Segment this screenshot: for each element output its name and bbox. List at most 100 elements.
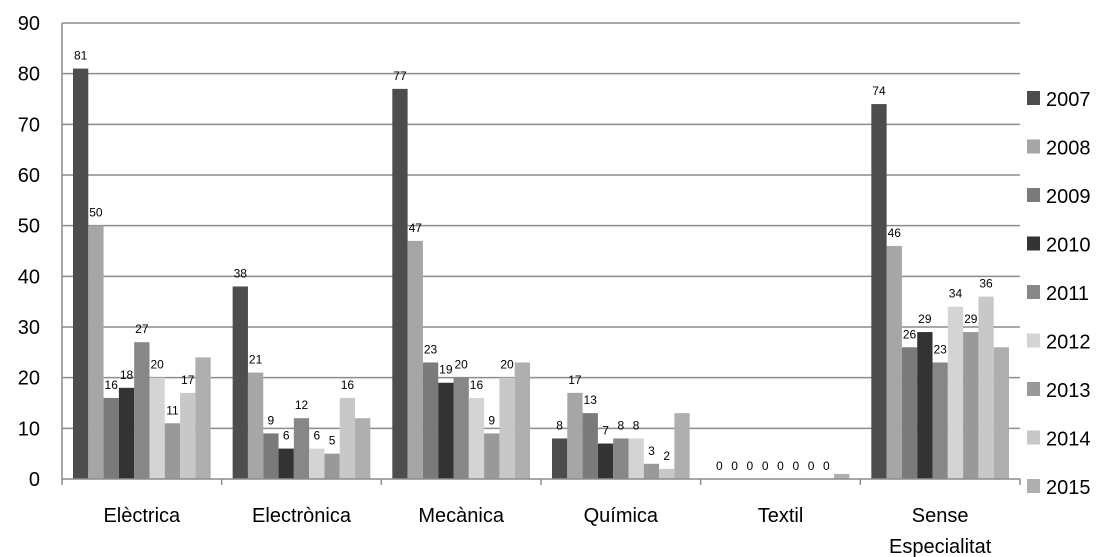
- bar-2009-3: [582, 413, 598, 479]
- data-label: 8: [556, 418, 563, 432]
- y-tick-label: 90: [18, 13, 40, 35]
- data-label: 11: [166, 403, 179, 417]
- legend-label: 2009: [1046, 186, 1091, 208]
- data-label: 23: [424, 342, 438, 356]
- data-label: 17: [568, 373, 582, 387]
- bar-2011-5: [932, 362, 948, 479]
- bars: [72, 68, 1010, 480]
- data-label: 21: [249, 353, 263, 367]
- data-label: 0: [747, 459, 754, 473]
- bar-2012-2: [468, 397, 485, 479]
- legend-label: 2010: [1046, 235, 1091, 257]
- data-label: 0: [808, 459, 815, 473]
- data-label: 16: [341, 378, 355, 392]
- data-label: 8: [633, 418, 640, 432]
- bar-2010-1: [278, 448, 294, 479]
- legend-swatch-2014: [1027, 430, 1040, 445]
- bar-2015-0: [195, 357, 211, 479]
- data-label: 26: [903, 327, 917, 341]
- bar-2010-0: [118, 387, 135, 479]
- category-label: Especialitat: [889, 536, 992, 557]
- y-tick-label: 20: [18, 368, 40, 390]
- data-label: 20: [454, 358, 468, 372]
- bar-2014-0: [180, 392, 196, 479]
- bar-2012-3: [628, 438, 644, 479]
- category-label: Elèctrica: [103, 505, 181, 527]
- bar-2010-2: [438, 382, 454, 479]
- data-label: 19: [439, 363, 453, 377]
- data-label: 3: [648, 444, 655, 458]
- bar-2007-0: [72, 68, 89, 479]
- bar-2010-5: [917, 332, 933, 479]
- data-label: 20: [150, 358, 164, 372]
- data-label: 0: [731, 459, 738, 473]
- legend-swatch-2008: [1027, 139, 1040, 154]
- category-label: Mecànica: [418, 505, 504, 527]
- bar-2015-1: [355, 418, 371, 479]
- legend-label: 2012: [1046, 332, 1091, 354]
- bar-2014-3: [659, 468, 675, 479]
- bar-2008-3: [567, 392, 583, 479]
- data-label: 27: [135, 322, 149, 336]
- bar-2012-1: [309, 448, 325, 479]
- data-label: 9: [268, 413, 275, 427]
- bar-2014-1: [339, 397, 356, 479]
- y-tick-label: 10: [18, 418, 40, 440]
- bar-2015-4: [834, 473, 850, 479]
- legend-swatch-2009: [1027, 188, 1040, 202]
- data-label: 29: [964, 312, 978, 326]
- bar-2013-1: [324, 453, 340, 479]
- data-label: 16: [470, 378, 484, 392]
- bar-2015-2: [514, 362, 531, 479]
- y-tick-label: 50: [18, 216, 40, 238]
- bar-2008-0: [88, 225, 104, 479]
- data-labels: 8138778074502147170461692313026186197029…: [74, 49, 993, 473]
- data-label: 38: [234, 266, 248, 280]
- data-label: 5: [329, 434, 336, 448]
- bar-2011-1: [293, 418, 310, 479]
- legend-label: 2014: [1046, 429, 1091, 451]
- y-tick-label: 70: [18, 114, 40, 136]
- legend-swatch-2012: [1027, 333, 1040, 348]
- bar-2008-1: [247, 372, 264, 479]
- data-label: 74: [872, 84, 886, 98]
- y-tick-label: 30: [18, 317, 40, 339]
- y-tick-label: 80: [18, 64, 40, 86]
- bar-2013-5: [963, 332, 979, 479]
- bar-2013-3: [643, 463, 660, 479]
- legend-swatch-2015: [1027, 479, 1040, 493]
- data-label: 0: [762, 459, 769, 473]
- category-label: Sense: [912, 505, 969, 527]
- data-label: 9: [488, 413, 495, 427]
- data-label: 12: [295, 398, 309, 412]
- bar-2011-3: [613, 438, 629, 479]
- y-tick-label: 60: [18, 165, 40, 187]
- bar-2007-2: [392, 88, 408, 479]
- data-label: 0: [777, 459, 784, 473]
- bar-2015-3: [674, 413, 690, 479]
- bar-2007-3: [551, 438, 568, 479]
- data-label: 8: [617, 418, 624, 432]
- bar-2015-5: [993, 347, 1010, 479]
- bar-2014-5: [978, 296, 994, 479]
- bar-2009-0: [103, 397, 119, 479]
- data-label: 18: [120, 368, 134, 382]
- legend-swatch-2010: [1027, 236, 1040, 251]
- data-label: 34: [949, 287, 963, 301]
- bar-2010-3: [597, 443, 614, 479]
- gridlines: [62, 22, 1020, 430]
- category-label: Química: [584, 505, 659, 527]
- legend-swatch-2011: [1027, 285, 1040, 299]
- category-label: Electrònica: [252, 505, 352, 527]
- data-label: 29: [918, 312, 932, 326]
- data-label: 20: [500, 358, 514, 372]
- bar-2009-1: [263, 433, 279, 479]
- data-label: 16: [105, 378, 119, 392]
- bar-2011-2: [453, 377, 469, 479]
- legend-label: 2013: [1046, 380, 1091, 402]
- data-label: 6: [313, 429, 320, 443]
- data-label: 0: [823, 459, 830, 473]
- data-label: 81: [74, 49, 88, 63]
